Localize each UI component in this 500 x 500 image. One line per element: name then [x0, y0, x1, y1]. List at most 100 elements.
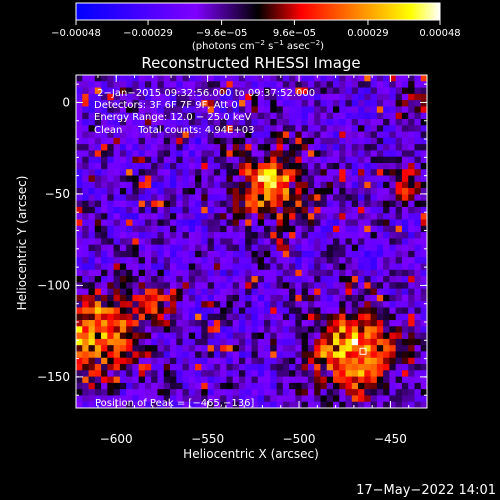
heatmap-cell — [383, 175, 390, 183]
heatmap-cell — [107, 213, 115, 220]
heatmap-cell — [420, 156, 427, 164]
heatmap-cell — [207, 181, 215, 189]
heatmap-cell — [119, 162, 127, 170]
heatmap-cell — [151, 156, 158, 164]
heatmap-cell — [307, 382, 315, 390]
heatmap-cell — [345, 313, 353, 321]
heatmap-cell — [76, 345, 83, 352]
heatmap-cell — [257, 169, 265, 176]
heatmap-cell — [132, 376, 140, 384]
heatmap-cell — [389, 219, 397, 227]
heatmap-cell — [257, 75, 265, 82]
heatmap-cell — [383, 75, 390, 82]
heatmap-cell — [207, 225, 215, 233]
heatmap-cell — [101, 364, 108, 371]
heatmap-cell — [264, 326, 271, 333]
heatmap-cell — [401, 194, 409, 202]
peak-marker — [359, 347, 367, 355]
heatmap-cell — [82, 320, 89, 327]
heatmap-cell — [264, 213, 271, 220]
heatmap-cell — [408, 162, 415, 170]
heatmap-cell — [414, 320, 422, 327]
heatmap-cell — [94, 288, 102, 296]
heatmap-cell — [113, 87, 121, 95]
heatmap-cell — [138, 213, 146, 220]
heatmap-cell — [101, 276, 108, 283]
heatmap-cell — [94, 357, 102, 365]
heatmap-cell — [251, 118, 259, 126]
heatmap-cell — [351, 276, 359, 283]
heatmap-cell — [301, 125, 309, 132]
heatmap-cell — [101, 257, 108, 264]
heatmap-cell — [370, 338, 378, 346]
heatmap-cell — [107, 276, 115, 283]
heatmap-cell — [307, 244, 315, 252]
heatmap-cell — [88, 112, 96, 120]
heatmap-cell — [195, 131, 202, 139]
heatmap-cell — [339, 395, 346, 403]
heatmap-cell — [126, 188, 133, 195]
heatmap-cell — [157, 294, 165, 302]
heatmap-cell — [94, 382, 102, 390]
heatmap-cell — [351, 232, 359, 239]
heatmap-cell — [414, 288, 422, 296]
heatmap-cell — [88, 188, 96, 195]
heatmap-cell — [76, 87, 83, 95]
heatmap-cell — [270, 144, 277, 151]
heatmap-cell — [326, 351, 334, 359]
heatmap-cell — [238, 370, 246, 377]
heatmap-cell — [119, 301, 127, 308]
heatmap-cell — [376, 370, 384, 377]
heatmap-cell — [345, 232, 353, 239]
heatmap-cell — [245, 225, 252, 233]
heatmap-cell — [151, 106, 158, 114]
heatmap-cell — [157, 244, 165, 252]
heatmap-cell — [376, 294, 384, 302]
heatmap-cell — [282, 137, 290, 145]
heatmap-cell — [420, 194, 427, 202]
heatmap-cell — [264, 194, 271, 202]
heatmap-cell — [107, 244, 115, 252]
heatmap-cell — [232, 238, 240, 246]
heatmap-cell — [332, 301, 340, 308]
heatmap-cell — [195, 382, 202, 390]
heatmap-cell — [389, 87, 397, 95]
heatmap-cell — [320, 144, 328, 151]
colorbar-tick-label: −9.6e−05 — [196, 28, 248, 39]
heatmap-cell — [376, 288, 384, 296]
heatmap-cell — [314, 257, 321, 264]
heatmap-cell — [332, 244, 340, 252]
heatmap-cell — [101, 188, 108, 195]
heatmap-cell — [364, 382, 371, 390]
heatmap-cell — [207, 332, 215, 340]
heatmap-cell — [119, 175, 127, 183]
heatmap-cell — [151, 87, 158, 95]
heatmap-cell — [414, 338, 422, 346]
heatmap-cell — [119, 232, 127, 239]
heatmap-cell — [414, 376, 422, 384]
heatmap-cell — [364, 232, 371, 239]
heatmap-cell — [188, 194, 196, 202]
heatmap-cell — [126, 301, 133, 308]
heatmap-cell — [351, 81, 359, 88]
heatmap-cell — [307, 169, 315, 176]
heatmap-cell — [245, 338, 252, 346]
heatmap-cell — [389, 357, 397, 365]
heatmap-cell — [257, 364, 265, 371]
heatmap-cell — [245, 81, 252, 88]
heatmap-cell — [370, 112, 378, 120]
heatmap-cell — [138, 382, 146, 390]
heatmap-cell — [195, 320, 202, 327]
heatmap-cell — [314, 345, 321, 352]
heatmap-cell — [182, 250, 190, 258]
heatmap-cell — [364, 144, 371, 151]
heatmap-cell — [420, 181, 427, 189]
heatmap-cell — [358, 144, 365, 151]
heatmap-cell — [107, 301, 115, 308]
heatmap-cell — [307, 81, 315, 88]
heatmap-cell — [201, 250, 209, 258]
heatmap-cell — [182, 144, 190, 151]
heatmap-cell — [220, 250, 227, 258]
heatmap-cell — [332, 238, 340, 246]
heatmap-cell — [332, 269, 340, 277]
